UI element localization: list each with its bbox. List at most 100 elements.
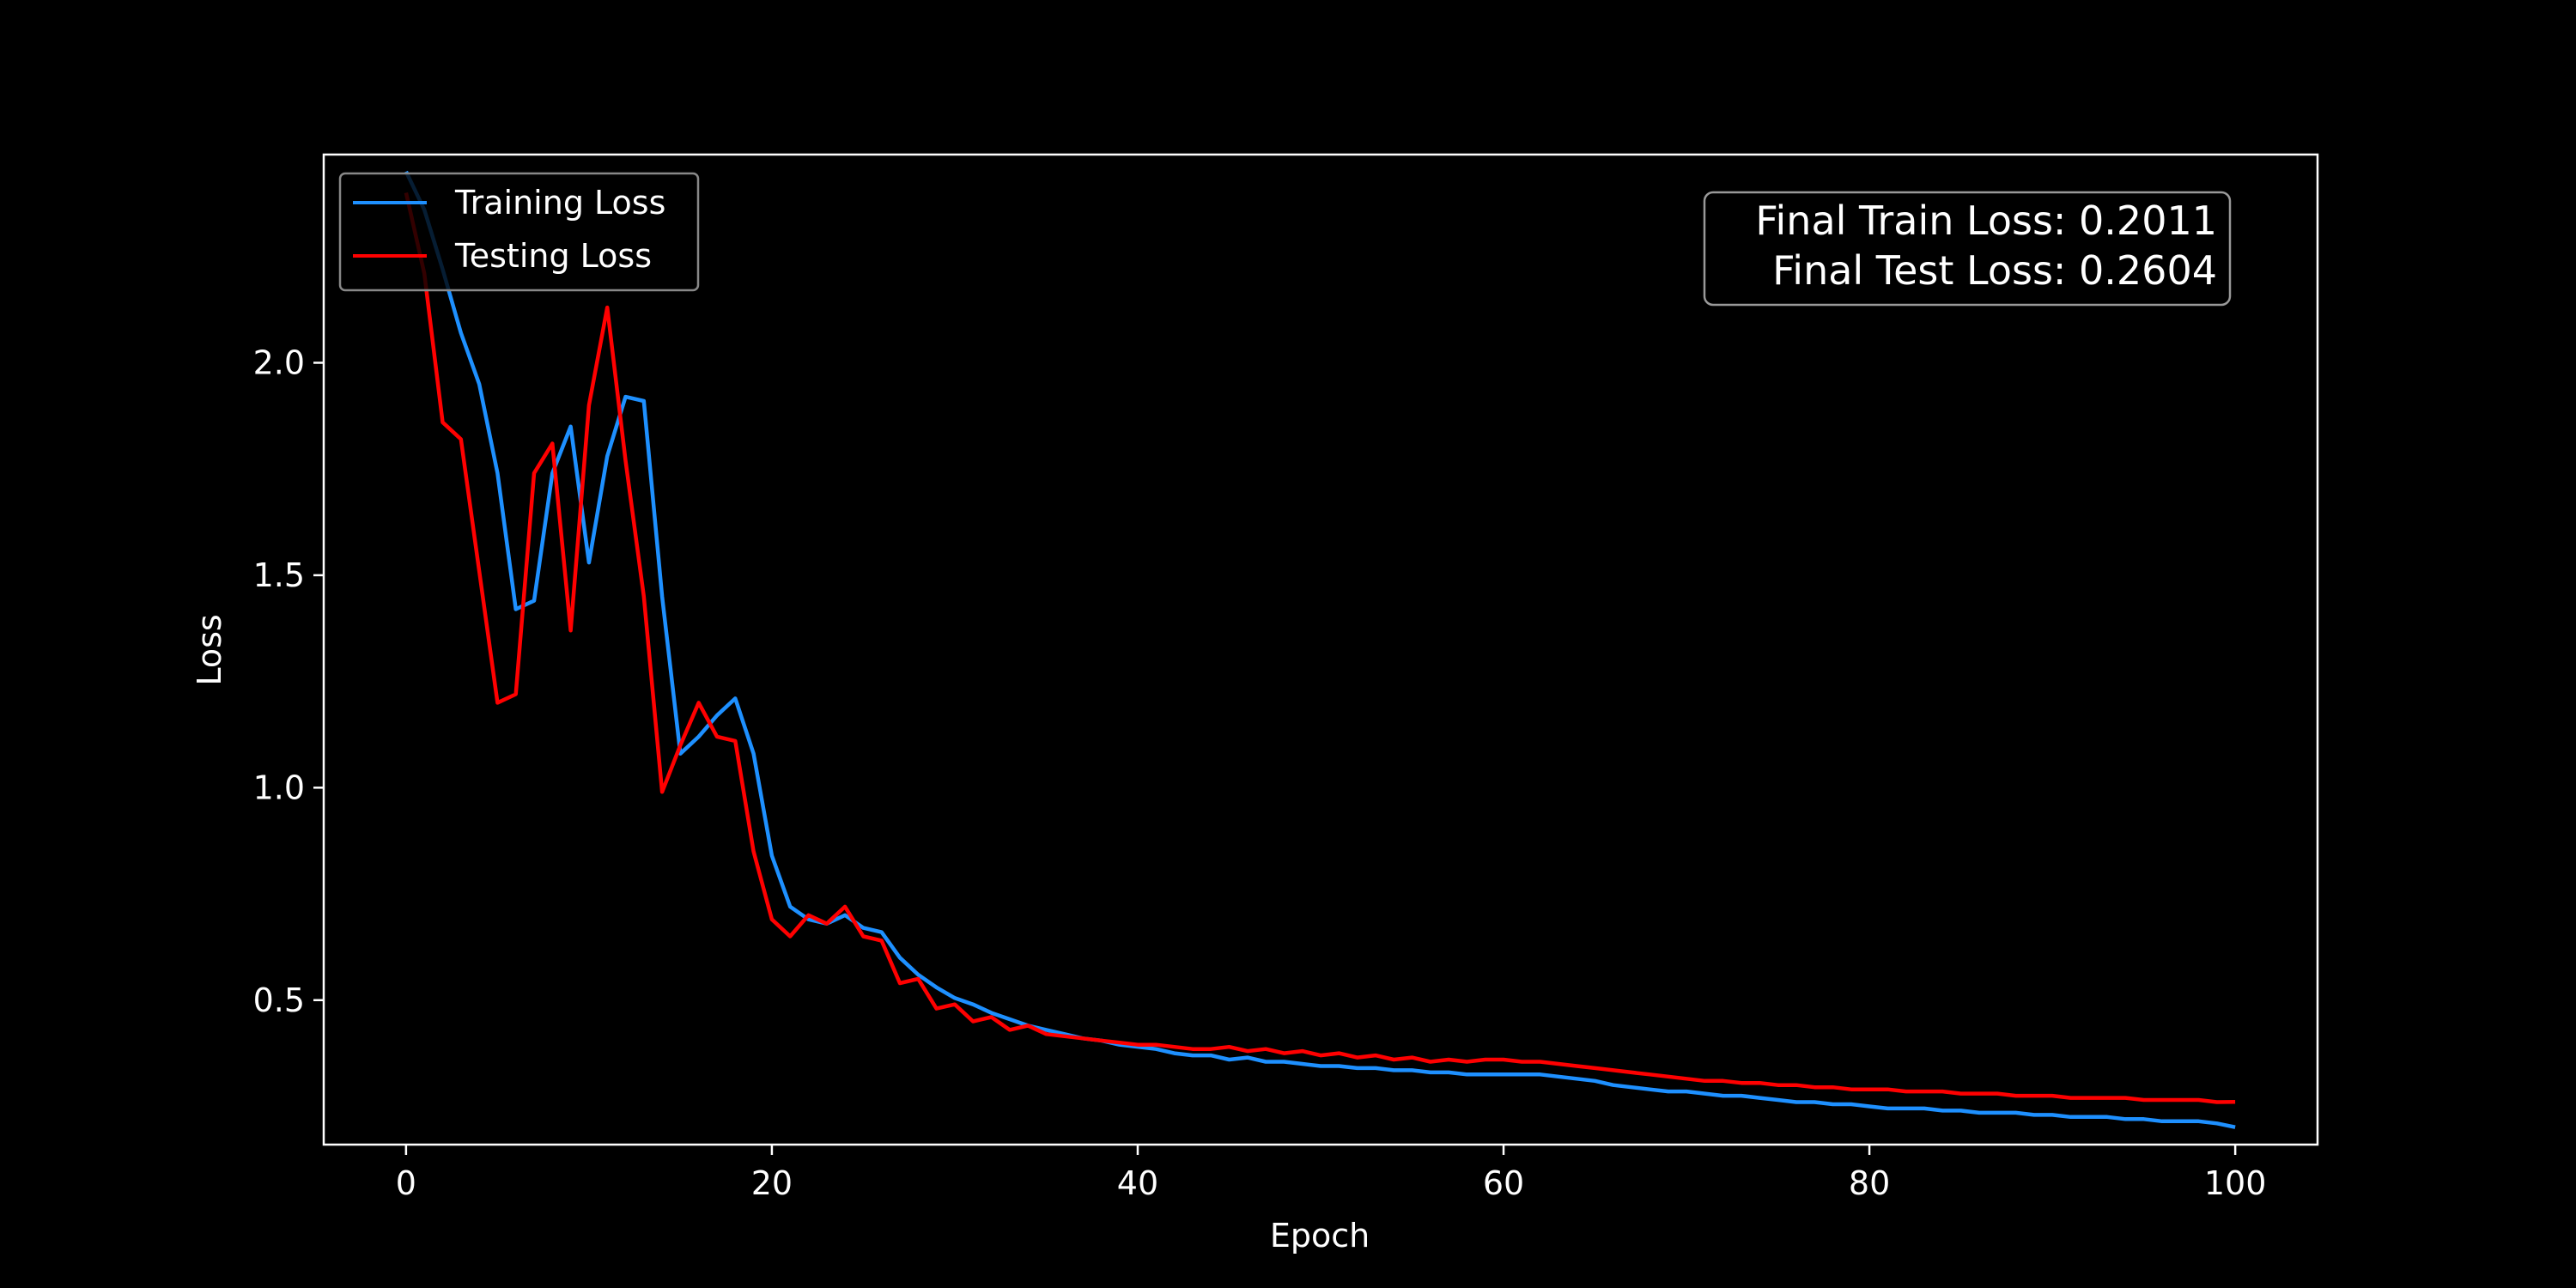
data-point-training-loss-7 [534,600,535,601]
data-point-testing-loss-13 [643,596,644,597]
data-point-testing-loss-24 [845,906,846,907]
data-point-training-loss-47 [1266,1061,1267,1062]
data-point-training-loss-86 [1978,1112,1979,1113]
data-point-training-loss-71 [1704,1093,1705,1094]
data-point-training-loss-95 [2143,1119,2144,1120]
annotation-line-train: Final Train Loss: 0.2011 [1755,197,2217,244]
data-point-training-loss-41 [1156,1048,1157,1049]
data-point-testing-loss-43 [1192,1048,1193,1049]
legend-label-testing: Testing Loss [454,237,652,275]
x-tick-label-40: 40 [1117,1164,1158,1202]
data-point-training-loss-83 [1924,1108,1925,1109]
data-point-testing-loss-25 [863,936,864,937]
data-point-testing-loss-40 [1138,1044,1139,1045]
data-point-testing-loss-16 [698,702,699,703]
data-point-testing-loss-95 [2143,1100,2144,1101]
data-point-testing-loss-38 [1101,1040,1102,1041]
data-point-training-loss-93 [2107,1116,2108,1117]
data-point-training-loss-46 [1247,1057,1248,1058]
data-point-testing-loss-8 [552,443,553,444]
data-point-testing-loss-39 [1119,1042,1120,1043]
data-point-training-loss-11 [607,456,608,457]
data-point-training-loss-14 [662,596,663,597]
data-point-testing-loss-28 [918,979,919,980]
data-point-training-loss-72 [1722,1096,1723,1097]
y-tick-label-1.5: 1.5 [253,556,305,594]
series-layer [404,170,2236,1129]
data-point-testing-loss-47 [1266,1048,1267,1049]
data-point-testing-loss-11 [607,307,608,308]
data-point-training-loss-17 [717,715,718,716]
data-point-testing-loss-37 [1083,1038,1084,1039]
data-point-training-loss-19 [753,753,754,754]
data-point-training-loss-84 [1942,1110,1943,1111]
data-point-training-loss-13 [643,401,644,402]
data-point-testing-loss-75 [1777,1084,1778,1085]
data-point-testing-loss-53 [1375,1055,1376,1056]
data-point-training-loss-21 [790,906,791,907]
data-point-testing-loss-96 [2161,1100,2162,1101]
data-point-testing-loss-32 [991,1017,992,1018]
data-point-testing-loss-44 [1211,1048,1212,1049]
data-point-testing-loss-41 [1156,1044,1157,1045]
y-tick-label-2.0: 2.0 [253,343,305,381]
data-point-testing-loss-87 [1997,1093,1998,1094]
x-tick-label-20: 20 [751,1164,793,1202]
data-point-testing-loss-55 [1412,1057,1413,1058]
data-point-testing-loss-72 [1722,1080,1723,1081]
data-point-testing-loss-5 [497,702,498,703]
data-point-training-loss-9 [570,426,571,427]
data-point-testing-loss-34 [1028,1025,1029,1026]
y-tick-label-1.0: 1.0 [253,769,305,806]
data-point-testing-loss-80 [1869,1089,1870,1090]
data-point-testing-loss-56 [1430,1061,1431,1062]
data-point-training-loss-80 [1869,1106,1870,1107]
data-point-training-loss-18 [735,698,736,699]
data-point-training-loss-5 [497,473,498,474]
data-point-training-loss-3 [460,332,461,333]
data-point-testing-loss-91 [2070,1097,2071,1098]
data-point-training-loss-12 [625,397,626,398]
x-axis-label: Epoch [1270,1217,1370,1255]
data-point-testing-loss-3 [460,439,461,440]
data-point-testing-loss-83 [1924,1091,1925,1092]
data-point-testing-loss-98 [2198,1100,2199,1101]
data-point-training-loss-22 [808,919,809,920]
data-point-testing-loss-48 [1284,1053,1285,1054]
data-point-testing-loss-93 [2107,1097,2108,1098]
data-point-testing-loss-76 [1795,1084,1796,1085]
data-point-training-loss-0 [405,171,406,172]
data-point-testing-loss-84 [1942,1091,1943,1092]
data-point-training-loss-94 [2125,1119,2126,1120]
data-point-testing-loss-17 [717,736,718,737]
data-point-testing-loss-77 [1814,1087,1815,1088]
data-point-training-loss-49 [1302,1064,1303,1065]
data-point-testing-loss-68 [1649,1074,1650,1075]
data-point-testing-loss-7 [534,473,535,474]
data-point-training-loss-92 [2088,1116,2089,1117]
data-point-training-loss-91 [2070,1116,2071,1117]
data-point-testing-loss-89 [2033,1096,2034,1097]
data-point-training-loss-67 [1631,1087,1632,1088]
data-point-training-loss-26 [881,932,882,933]
data-point-training-loss-82 [1905,1108,1906,1109]
data-point-testing-loss-70 [1686,1078,1687,1079]
series-testing-loss [404,192,2236,1104]
data-point-training-loss-76 [1795,1102,1796,1103]
data-point-training-loss-75 [1777,1100,1778,1101]
data-point-testing-loss-100 [2235,1102,2236,1103]
data-point-testing-loss-18 [735,740,736,741]
y-axis-ticks: 0.5 1.0 1.5 2.0 [253,343,324,1019]
data-point-testing-loss-20 [771,919,772,920]
data-point-testing-loss-74 [1759,1083,1760,1084]
data-point-testing-loss-71 [1704,1080,1705,1081]
data-point-training-loss-15 [680,753,681,754]
data-point-training-loss-27 [900,957,901,958]
data-point-testing-loss-30 [954,1004,955,1005]
data-point-training-loss-25 [863,927,864,928]
y-axis-label: Loss [191,614,228,685]
data-point-testing-loss-88 [2015,1096,2016,1097]
data-point-testing-loss-10 [588,405,589,406]
data-point-testing-loss-97 [2180,1100,2181,1101]
